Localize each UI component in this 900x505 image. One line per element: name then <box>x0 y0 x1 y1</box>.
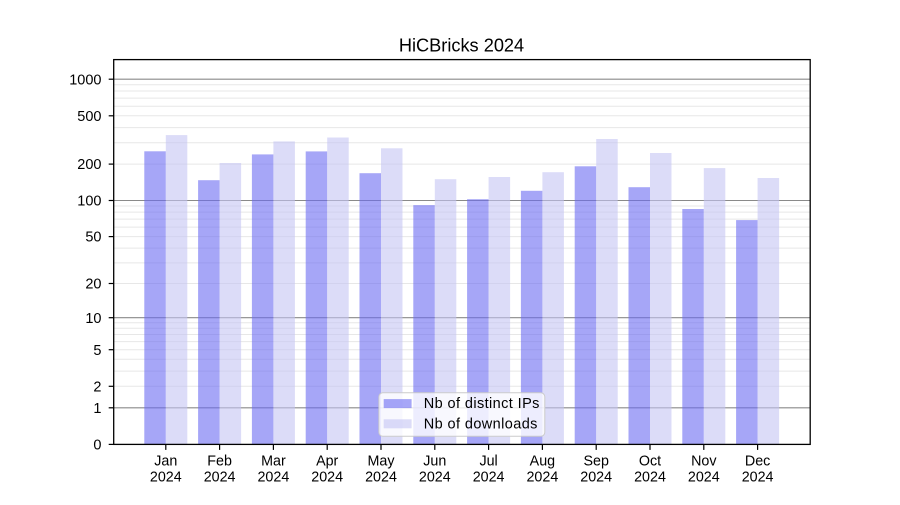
svg-text:Feb: Feb <box>207 454 232 470</box>
svg-text:2024: 2024 <box>419 470 451 486</box>
svg-text:0: 0 <box>93 438 101 454</box>
svg-text:May: May <box>367 454 395 470</box>
svg-text:10: 10 <box>85 311 101 327</box>
svg-text:Jun: Jun <box>423 454 446 470</box>
svg-text:500: 500 <box>77 109 101 125</box>
svg-text:1000: 1000 <box>69 72 101 88</box>
svg-text:Jan: Jan <box>154 454 177 470</box>
svg-text:100: 100 <box>77 194 101 210</box>
svg-text:200: 200 <box>77 157 101 173</box>
svg-text:HiCBricks 2024: HiCBricks 2024 <box>399 36 524 56</box>
svg-text:20: 20 <box>85 277 101 293</box>
svg-text:50: 50 <box>85 230 101 246</box>
svg-text:1: 1 <box>93 401 101 417</box>
svg-text:Apr: Apr <box>316 454 338 470</box>
svg-text:2024: 2024 <box>204 470 236 486</box>
svg-text:2: 2 <box>93 379 101 395</box>
svg-text:Nb of distinct IPs: Nb of distinct IPs <box>424 396 540 412</box>
svg-text:Aug: Aug <box>530 454 555 470</box>
svg-text:2024: 2024 <box>257 470 289 486</box>
svg-text:2024: 2024 <box>580 470 612 486</box>
svg-text:Dec: Dec <box>745 454 770 470</box>
svg-text:Sep: Sep <box>583 454 608 470</box>
svg-text:5: 5 <box>93 343 101 359</box>
svg-text:Jul: Jul <box>479 454 497 470</box>
svg-text:2024: 2024 <box>526 470 558 486</box>
svg-text:2024: 2024 <box>634 470 666 486</box>
svg-text:Mar: Mar <box>261 454 286 470</box>
svg-text:Nb of downloads: Nb of downloads <box>424 417 538 433</box>
svg-text:Oct: Oct <box>639 454 661 470</box>
svg-text:2024: 2024 <box>150 470 182 486</box>
svg-text:2024: 2024 <box>311 470 343 486</box>
svg-text:2024: 2024 <box>688 470 720 486</box>
svg-text:2024: 2024 <box>473 470 505 486</box>
svg-text:Nov: Nov <box>691 454 717 470</box>
svg-text:2024: 2024 <box>742 470 774 486</box>
svg-text:2024: 2024 <box>365 470 397 486</box>
